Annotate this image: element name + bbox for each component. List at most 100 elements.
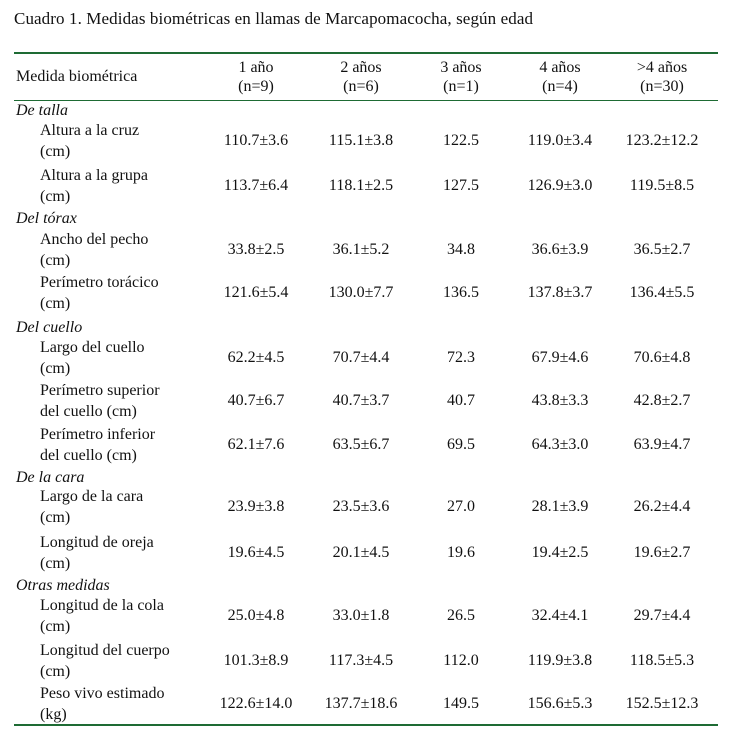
row-label-line: Largo del cuello	[40, 339, 145, 356]
table-cell: 40.7	[447, 392, 475, 409]
table-cell: 117.3±4.5	[328, 652, 394, 669]
bottom-rule	[14, 724, 718, 726]
table-cell: 156.6±5.3	[527, 695, 593, 712]
row-label-line: del cuello (cm)	[40, 403, 137, 420]
table-cell: 29.7±4.4	[633, 607, 691, 624]
row-label-line: Perímetro superior	[40, 382, 160, 399]
table-cell: 127.5	[443, 177, 479, 194]
row-label-line: Largo de la cara	[40, 488, 144, 505]
header-col-age: 3 años	[440, 59, 482, 76]
table-cell: 33.0±1.8	[332, 607, 390, 624]
table-cell: 115.1±3.8	[328, 132, 394, 149]
row-label: Altura a la cruz (cm)	[40, 120, 139, 162]
header-label: Medida biométrica	[16, 68, 138, 85]
header-col-age: 4 años	[539, 59, 581, 76]
table-cell: 136.4±5.5	[629, 284, 695, 301]
table-cell: 43.8±3.3	[531, 392, 589, 409]
row-label-line: (cm)	[40, 618, 71, 635]
table-cell: 62.1±7.6	[227, 436, 285, 453]
row-label-line: Longitud de la cola	[40, 597, 164, 614]
table-cell: 130.0±7.7	[328, 284, 394, 301]
table-cell: 19.6±4.5	[227, 544, 285, 561]
row-label-line: Longitud de oreja	[40, 534, 154, 551]
table-cell: 34.8	[447, 241, 475, 258]
table-cell: 40.7±6.7	[227, 392, 285, 409]
row-label-line: Altura a la grupa	[40, 167, 148, 184]
table-cell: 63.9±4.7	[633, 436, 691, 453]
row-label: Longitud de la cola (cm)	[40, 595, 164, 637]
table-cell: 33.8±2.5	[227, 241, 285, 258]
section-title: De talla	[16, 102, 68, 119]
table-cell: 25.0±4.8	[227, 607, 285, 624]
table-cell: 123.2±12.2	[625, 132, 699, 149]
table-cell: 119.0±3.4	[527, 132, 593, 149]
table-cell: 118.5±5.3	[629, 652, 695, 669]
table-cell: 70.7±4.4	[332, 349, 390, 366]
table-caption: Cuadro 1. Medidas biométricas en llamas …	[14, 9, 534, 28]
header-col-5: >4 años (n=30)	[607, 58, 717, 96]
row-label-line: (cm)	[40, 252, 71, 269]
table-cell: 119.9±3.8	[527, 652, 593, 669]
row-label: Perímetro superior del cuello (cm)	[40, 380, 160, 422]
row-label-line: Perímetro inferior	[40, 426, 156, 443]
header-col-n: (n=6)	[343, 78, 379, 95]
header-col-1: 1 año (n=9)	[201, 58, 311, 96]
section-title: Del tórax	[16, 210, 77, 227]
row-label-line: (cm)	[40, 188, 71, 205]
header-col-3: 3 años (n=1)	[406, 58, 516, 96]
row-label: Longitud de oreja (cm)	[40, 532, 154, 574]
row-label-line: Peso vivo estimado	[40, 685, 165, 702]
table-cell: 28.1±3.9	[531, 498, 589, 515]
table-cell: 32.4±4.1	[531, 607, 589, 624]
table-cell: 19.6	[447, 544, 475, 561]
table-cell: 101.3±8.9	[223, 652, 289, 669]
row-label-line: Longitud del cuerpo	[40, 642, 170, 659]
table-cell: 19.4±2.5	[531, 544, 589, 561]
table-cell: 149.5	[443, 695, 479, 712]
row-label: Largo de la cara (cm)	[40, 486, 143, 528]
table-cell: 20.1±4.5	[332, 544, 390, 561]
table-cell: 69.5	[447, 436, 475, 453]
table-cell: 110.7±3.6	[223, 132, 289, 149]
table-cell: 19.6±2.7	[633, 544, 691, 561]
row-label: Perímetro inferior del cuello (cm)	[40, 424, 155, 466]
table-cell: 136.5	[443, 284, 479, 301]
table-cell: 137.7±18.6	[324, 695, 398, 712]
table-cell: 67.9±4.6	[531, 349, 589, 366]
row-label-line: del cuello (cm)	[40, 447, 137, 464]
table-cell: 63.5±6.7	[332, 436, 390, 453]
table-cell: 62.2±4.5	[227, 349, 285, 366]
header-col-age: 1 año	[238, 59, 274, 76]
table-cell: 36.6±3.9	[531, 241, 589, 258]
row-label-line: (kg)	[40, 706, 67, 723]
table-cell: 23.9±3.8	[227, 498, 285, 515]
table-cell: 26.5	[447, 607, 475, 624]
table-cell: 40.7±3.7	[332, 392, 390, 409]
table-cell: 126.9±3.0	[527, 177, 593, 194]
section-title: De la cara	[16, 469, 85, 486]
header-col-n: (n=30)	[640, 78, 684, 95]
header-rule	[14, 100, 718, 101]
table-cell: 72.3	[447, 349, 475, 366]
row-label-line: (cm)	[40, 143, 71, 160]
table-cell: 27.0	[447, 498, 475, 515]
row-label: Longitud del cuerpo (cm)	[40, 640, 170, 682]
table-cell: 36.5±2.7	[633, 241, 691, 258]
row-label: Perímetro torácico (cm)	[40, 272, 159, 314]
table-cell: 118.1±2.5	[328, 177, 394, 194]
row-label-line: (cm)	[40, 663, 71, 680]
table-cell: 113.7±6.4	[223, 177, 289, 194]
table-cell: 26.2±4.4	[633, 498, 691, 515]
header-col-4: 4 años (n=4)	[505, 58, 615, 96]
table-cell: 23.5±3.6	[332, 498, 390, 515]
header-col-age: 2 años	[340, 59, 382, 76]
row-label-line: Ancho del pecho	[40, 231, 149, 248]
row-label-line: (cm)	[40, 509, 71, 526]
table-cell: 122.5	[443, 132, 479, 149]
section-title: Del cuello	[16, 319, 83, 336]
row-label-line: (cm)	[40, 360, 71, 377]
header-col-2: 2 años (n=6)	[306, 58, 416, 96]
table-cell: 112.0	[443, 652, 479, 669]
